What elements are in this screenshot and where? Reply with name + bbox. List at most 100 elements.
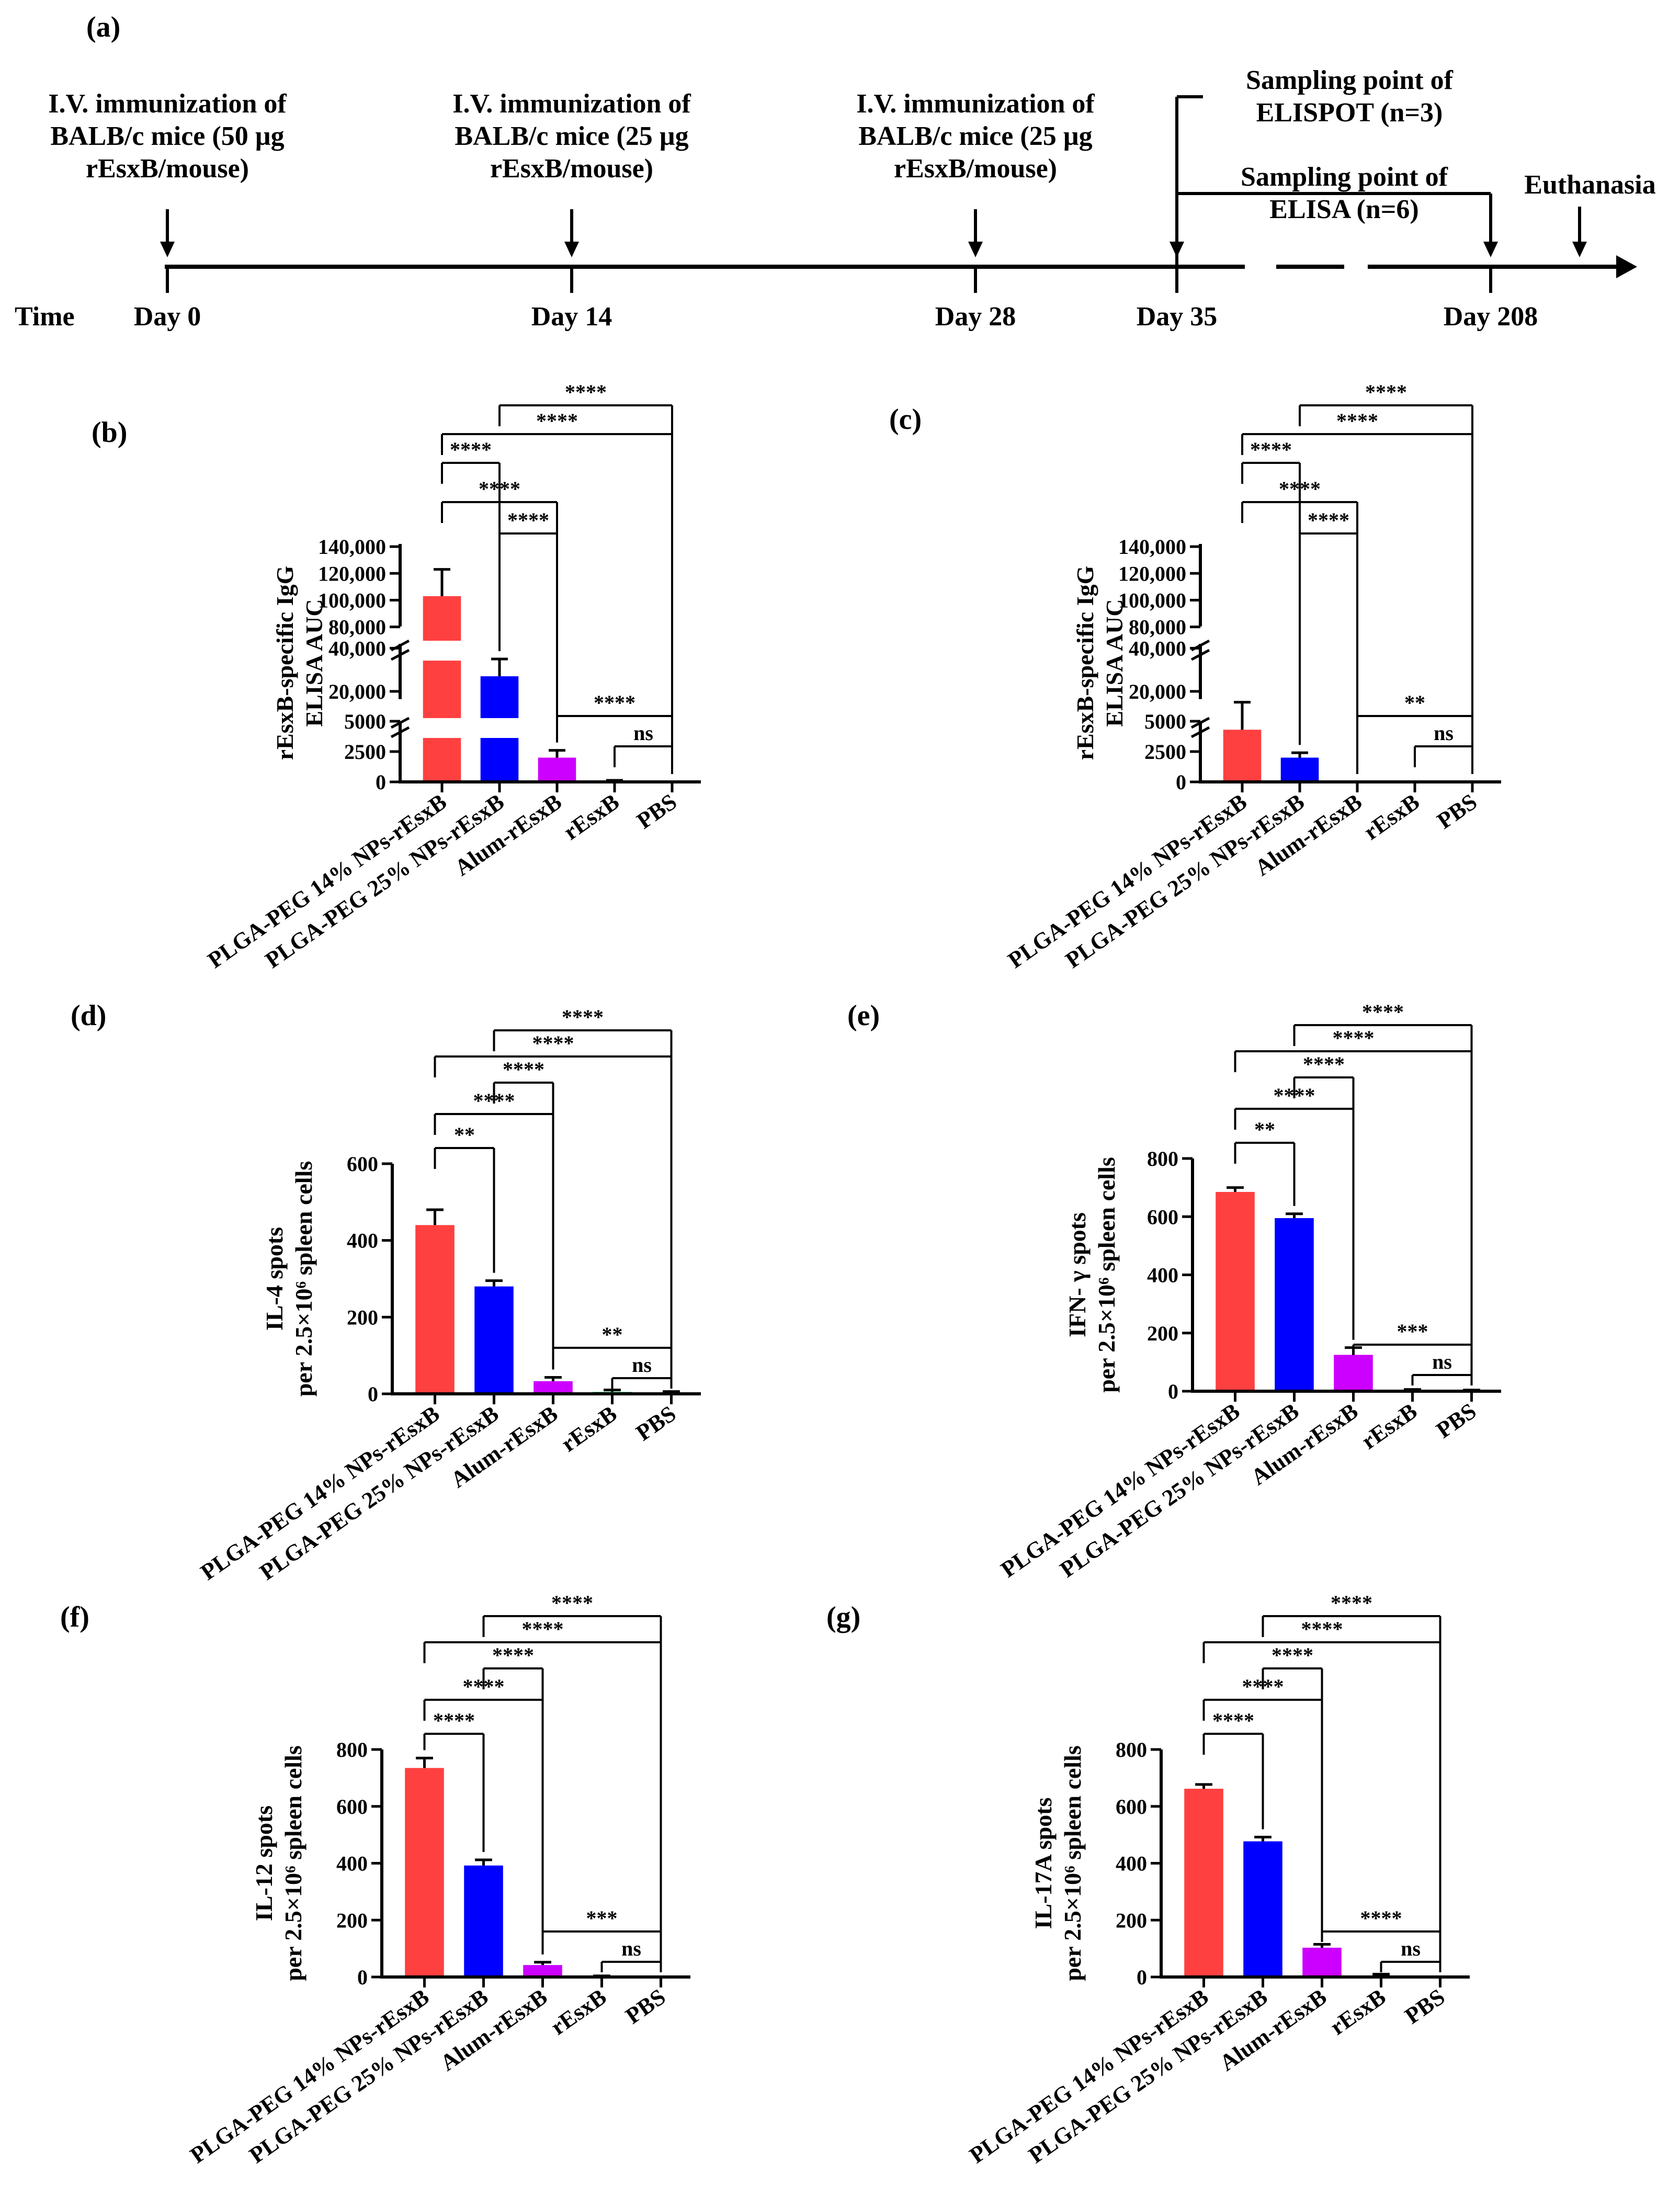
day35-arrow-head: [1170, 242, 1184, 257]
significance-label: ****: [1303, 1052, 1345, 1076]
day-label: Day 0: [134, 302, 201, 332]
y-tick-label: 2500: [344, 740, 386, 764]
x-tick-label: PBS: [631, 1401, 680, 1446]
charts: (b)02500500020,00040,00080,000100,000120…: [60, 380, 1501, 2168]
y-tick-label: 600: [347, 1152, 378, 1176]
x-tick-label: rEsxB: [546, 1984, 611, 2040]
y-axis-title: rEsxB-specific IgG: [271, 566, 298, 760]
significance-label: ****: [1301, 1617, 1343, 1641]
y-tick-label: 400: [1147, 1264, 1178, 1287]
x-tick-label: PLGA-PEG 14% NPs-rEsxB: [996, 1398, 1245, 1583]
bar: [533, 1381, 573, 1394]
significance-label: ns: [632, 1353, 652, 1377]
x-tick-label: PLGA-PEG 25% NPs-rEsxB: [1055, 1398, 1304, 1583]
y-tick-label: 0: [368, 1382, 378, 1406]
significance-label: ***: [586, 1906, 618, 1930]
x-tick-label: PBS: [621, 1984, 670, 2029]
chart-f: (f) 0 200 400 600 800 PLGA-PEG 14% NPs-rEsxBPL…: [60, 1591, 690, 2168]
significance-label: ****: [463, 1675, 505, 1698]
bar: [1334, 1355, 1373, 1391]
y-axis-title: IL-17A spots: [1030, 1798, 1057, 1929]
bar-break-gap: [422, 718, 462, 738]
panel-label: (b): [92, 416, 127, 449]
panel-label: (c): [889, 403, 922, 436]
significance-label: ****: [473, 1089, 515, 1112]
y-tick-label: 40,000: [328, 637, 386, 660]
significance-label: ****: [1336, 409, 1378, 433]
x-tick-label: PBS: [632, 789, 682, 834]
bar: [1302, 1947, 1342, 1977]
x-tick-label: PLGA-PEG 14% NPs-rEsxB: [186, 1984, 434, 2168]
y-tick-label: 800: [1116, 1738, 1147, 1762]
panel-label: (e): [847, 999, 880, 1032]
significance-label: ns: [1432, 1350, 1452, 1373]
immunization-text: BALB/c mice (50 µg: [50, 121, 284, 151]
significance-label: ****: [1250, 438, 1292, 461]
y-tick-label: 600: [336, 1795, 368, 1819]
axis-break-mark: [390, 726, 410, 738]
y-axis-title: IFN- γ spots: [1064, 1212, 1091, 1337]
significance-label: ****: [565, 380, 607, 404]
y-axis-title: per 2.5×10⁶ spleen cells: [1059, 1745, 1086, 1981]
bar: [474, 1286, 514, 1394]
significance-label: ****: [503, 1058, 544, 1081]
bar: [523, 1965, 562, 1977]
immunization-arrow-head: [968, 242, 983, 257]
x-tick-label: PLGA-PEG 25% NPs-rEsxB: [260, 789, 509, 973]
significance-label: **: [602, 1323, 623, 1346]
y-tick-label: 80,000: [1129, 616, 1186, 639]
bar: [423, 596, 461, 782]
significance-label: ns: [1434, 721, 1454, 745]
bar: [415, 1225, 455, 1394]
y-axis-title: per 2.5×10⁶ spleen cells: [1093, 1157, 1120, 1393]
immunization-arrow-head: [564, 242, 579, 257]
axis-break-mark: [1190, 717, 1210, 729]
significance-label: **: [1254, 1118, 1275, 1141]
panel-label-a: (a): [86, 11, 120, 43]
significance-label: ****: [536, 409, 578, 433]
day-label-208: Day 208: [1444, 302, 1538, 332]
y-tick-label: 5000: [344, 710, 386, 733]
y-tick-label: 0: [1176, 770, 1186, 794]
bar: [1216, 1191, 1255, 1391]
x-tick-label: PLGA-PEG 14% NPs-rEsxB: [965, 1984, 1213, 2168]
sampling-elispot-text: Sampling point of: [1246, 65, 1454, 95]
y-tick-label: 0: [376, 770, 386, 794]
day-label-35: Day 35: [1137, 302, 1218, 332]
panel-label: (g): [826, 1601, 860, 1633]
time-label: Time: [15, 302, 75, 332]
significance-label: ****: [492, 1643, 534, 1667]
immunization-text: I.V. immunization of: [856, 89, 1095, 119]
x-tick-label: PBS: [1400, 1984, 1449, 2029]
y-tick-label: 200: [347, 1305, 378, 1329]
significance-label: ****: [562, 1005, 604, 1029]
sampling-elispot-text: ELISPOT (n=3): [1256, 98, 1443, 128]
immunization-text: rEsxB/mouse): [894, 154, 1057, 184]
y-tick-label: 100,000: [318, 588, 386, 612]
euthanasia-arrow-head: [1572, 242, 1587, 257]
significance-label: ns: [633, 721, 653, 745]
significance-label: ****: [433, 1709, 475, 1732]
significance-label: ****: [507, 508, 549, 532]
immunization-text: rEsxB/mouse): [490, 154, 653, 184]
panel-label: (f): [60, 1601, 89, 1633]
bar-break-gap: [479, 718, 520, 738]
euthanasia-label: Euthanasia: [1524, 170, 1655, 200]
y-axis-title: IL-12 spots: [251, 1805, 277, 1921]
y-axis-title: per 2.5×10⁶ spleen cells: [290, 1161, 317, 1397]
y-tick-label: 400: [347, 1229, 378, 1253]
axis-break-mark: [1190, 649, 1210, 661]
y-tick-label: 120,000: [1118, 562, 1186, 585]
y-axis-title: ELISA AUC: [301, 599, 327, 726]
y-tick-label: 0: [1168, 1380, 1178, 1403]
y-tick-label: 600: [1116, 1795, 1147, 1819]
y-axis-title: rEsxB-specific IgG: [1072, 566, 1098, 760]
immunization-text: rEsxB/mouse): [86, 154, 249, 184]
y-tick-label: 800: [1147, 1147, 1178, 1171]
x-tick-label: rEsxB: [1359, 789, 1424, 845]
significance-label: ns: [1401, 1937, 1421, 1960]
significance-label: **: [454, 1123, 475, 1146]
day208-arrow-head: [1483, 242, 1498, 257]
